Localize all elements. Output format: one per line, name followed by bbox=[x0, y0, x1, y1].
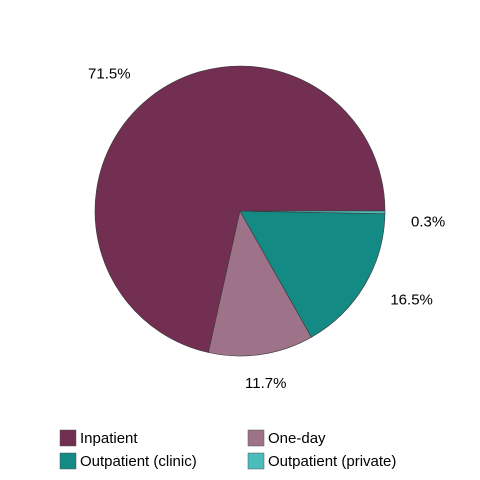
data-label: 0.3% bbox=[411, 213, 445, 230]
pie-slice bbox=[239, 210, 386, 215]
legend-swatch bbox=[247, 429, 265, 447]
data-label: 71.5% bbox=[88, 65, 131, 82]
pie-slice bbox=[239, 210, 386, 338]
legend-swatch bbox=[59, 429, 77, 447]
legend-label: Outpatient (clinic) bbox=[80, 453, 197, 470]
data-label: 11.7% bbox=[245, 375, 286, 392]
legend-swatch bbox=[247, 452, 265, 470]
legend-label: One-day bbox=[268, 430, 326, 447]
legend-label: Outpatient (private) bbox=[268, 453, 396, 470]
pie-slice bbox=[94, 65, 386, 353]
legend-label: Inpatient bbox=[80, 430, 138, 447]
data-label: 16.5% bbox=[390, 292, 433, 309]
pie-slice bbox=[208, 210, 312, 357]
legend-swatch bbox=[59, 452, 77, 470]
